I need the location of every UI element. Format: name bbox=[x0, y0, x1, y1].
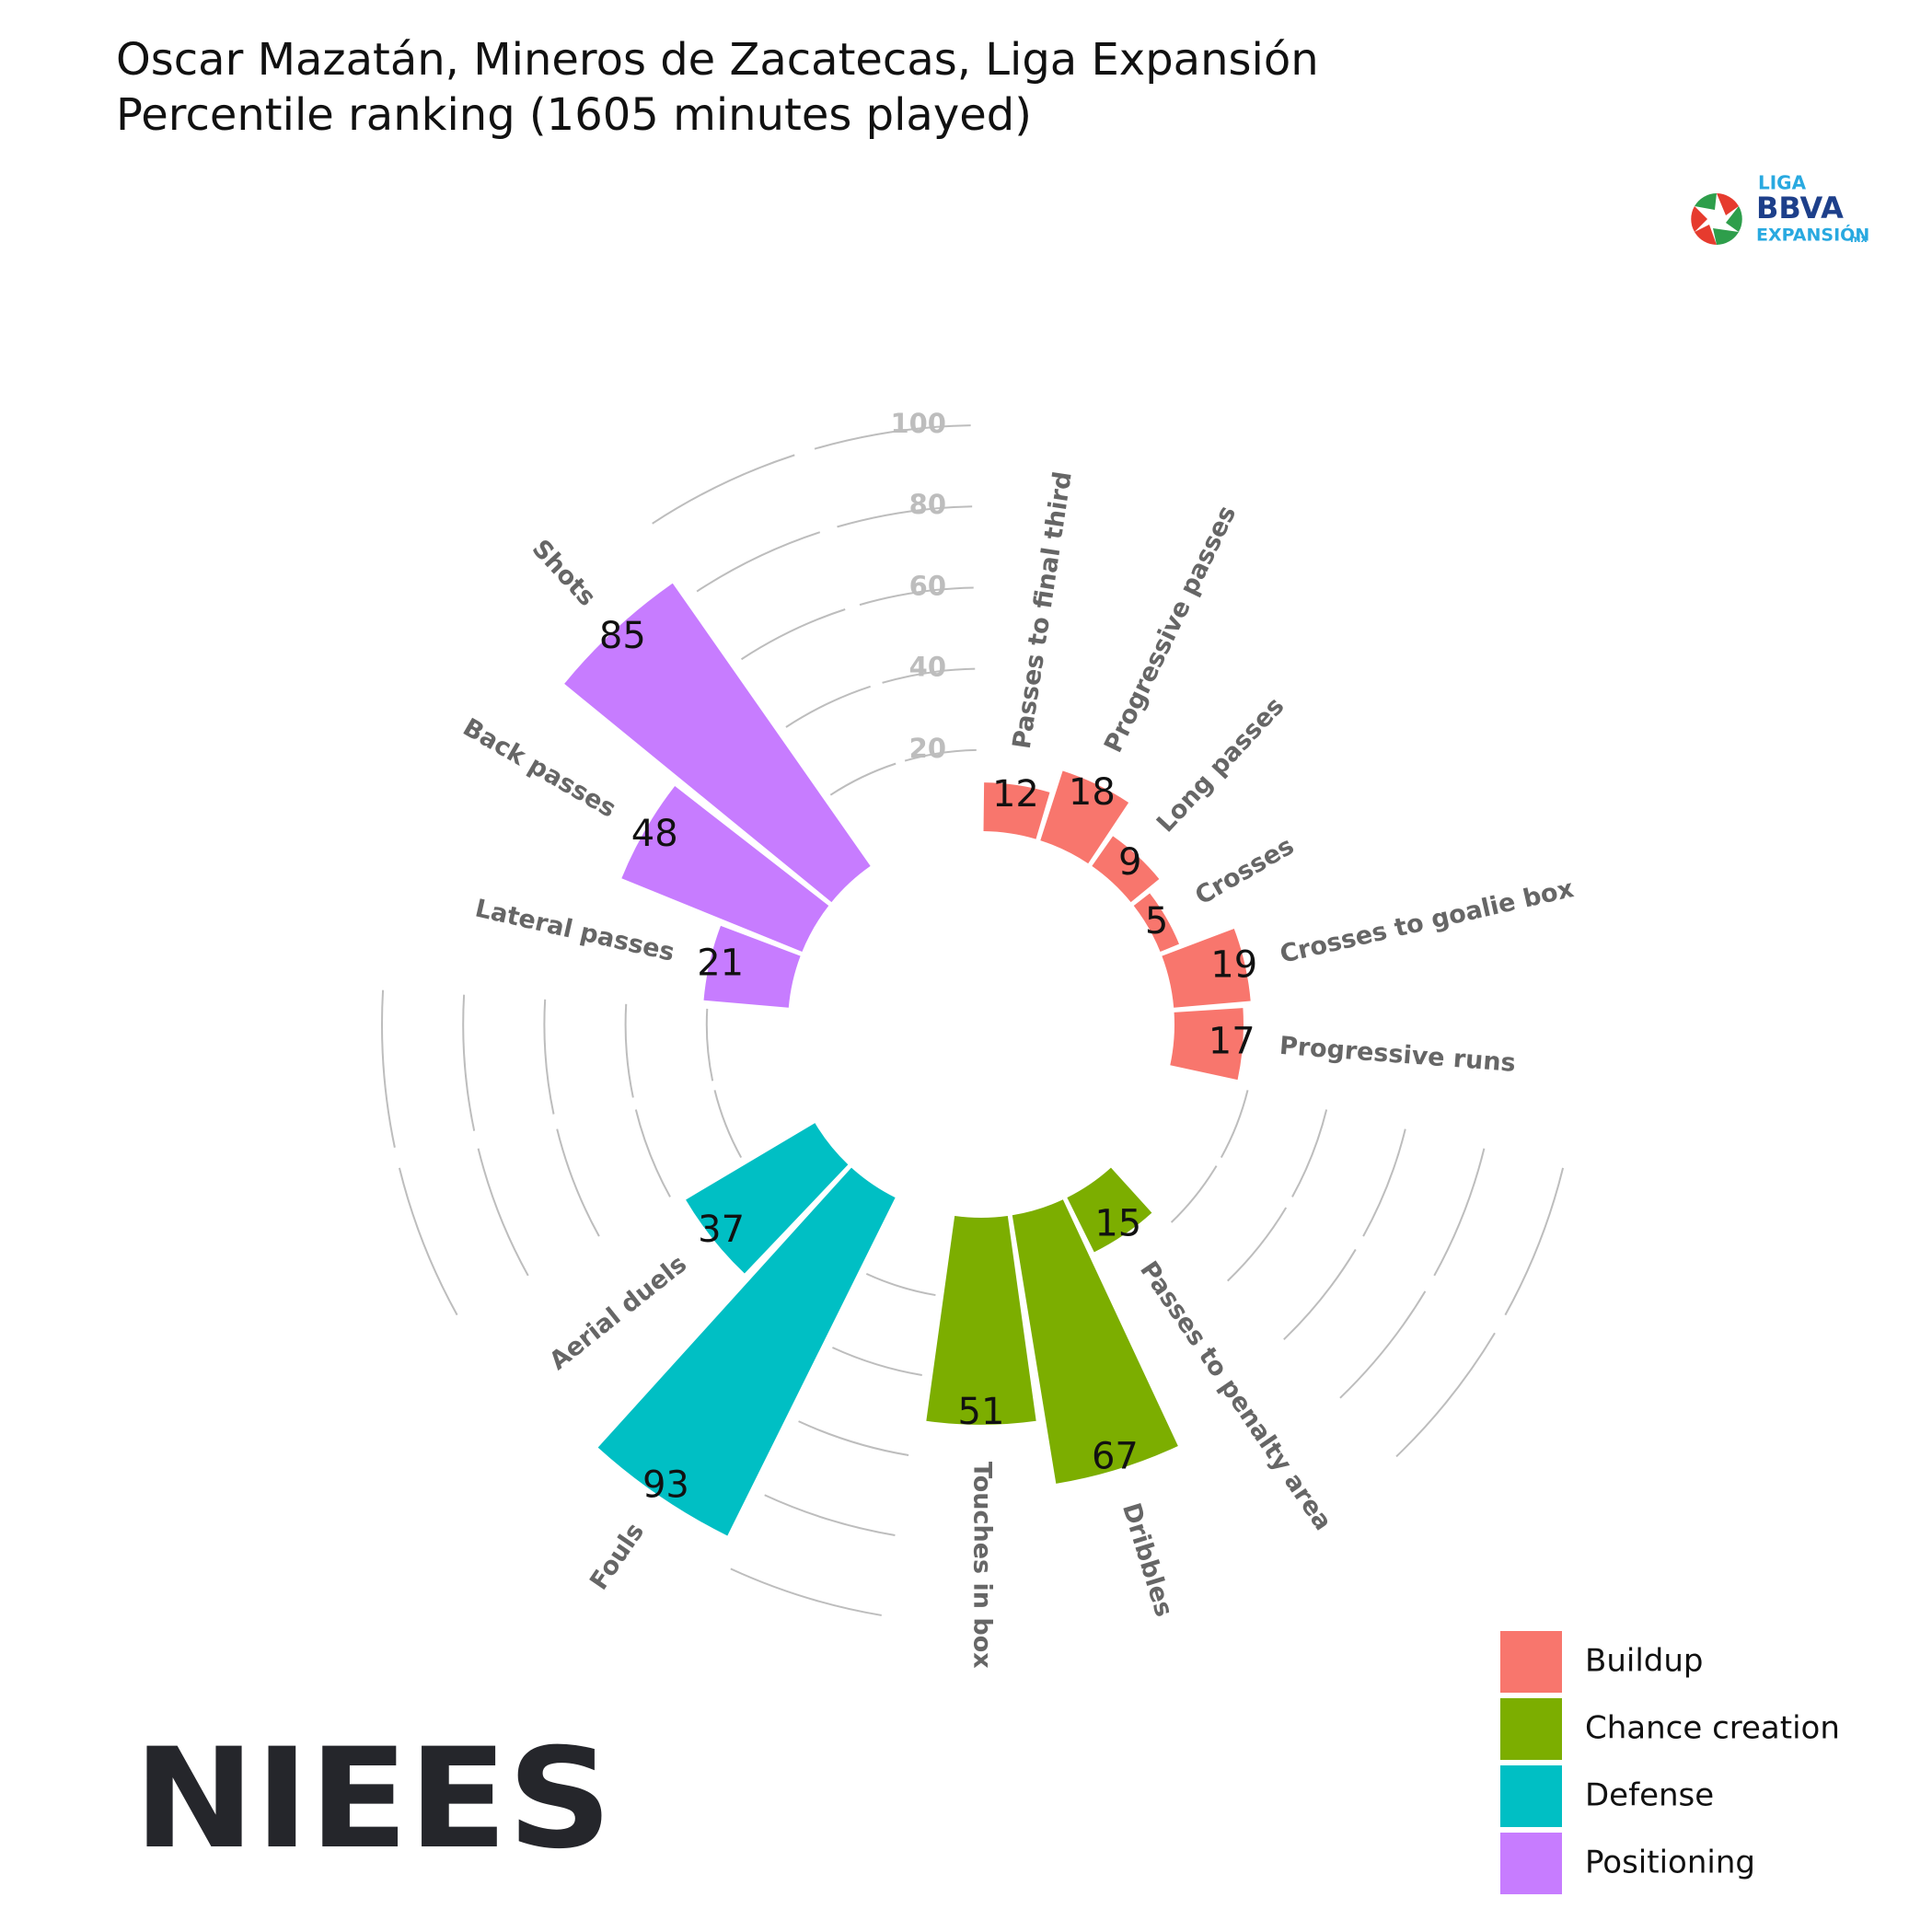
value-label: 67 bbox=[1092, 1436, 1139, 1478]
logo-text: BBVA bbox=[1756, 191, 1844, 226]
bar bbox=[1170, 1008, 1244, 1081]
r-tick-label: 100 bbox=[890, 408, 946, 439]
r-tick-label: 20 bbox=[909, 733, 946, 764]
grid-arc bbox=[624, 1003, 634, 1098]
bar bbox=[597, 1167, 896, 1536]
legend-swatch bbox=[1500, 1765, 1562, 1827]
grid-arc bbox=[634, 1109, 671, 1197]
grid-arc bbox=[1395, 1332, 1496, 1458]
bar bbox=[1040, 770, 1129, 864]
bar bbox=[1067, 1167, 1152, 1253]
grid-arc bbox=[740, 608, 846, 661]
grid-arc bbox=[696, 531, 821, 593]
grid-arc bbox=[1433, 1148, 1486, 1277]
value-label: 85 bbox=[599, 615, 646, 657]
value-label: 48 bbox=[631, 813, 678, 855]
r-tick-label: 40 bbox=[909, 652, 946, 683]
value-label: 18 bbox=[1069, 771, 1116, 814]
r-tick-label: 80 bbox=[909, 489, 946, 520]
grid-arc bbox=[398, 1167, 458, 1316]
grid-arc bbox=[798, 1420, 909, 1456]
value-label: 21 bbox=[697, 942, 744, 984]
value-label: 51 bbox=[958, 1391, 1005, 1433]
logo-text: LIGA bbox=[1758, 172, 1807, 194]
value-label: 17 bbox=[1209, 1020, 1255, 1062]
value-label: 93 bbox=[642, 1463, 689, 1506]
legend-swatch bbox=[1500, 1833, 1562, 1894]
legend-label: Chance creation bbox=[1585, 1710, 1840, 1747]
grid-arc bbox=[713, 1090, 743, 1159]
league-logo: LIGA BBVA EXPANSIÓN mx bbox=[1691, 172, 1869, 246]
grid-arc bbox=[785, 685, 871, 728]
grid-arc bbox=[837, 505, 973, 528]
grid-arc bbox=[730, 1568, 882, 1616]
bar bbox=[926, 1216, 1036, 1425]
value-label: 9 bbox=[1118, 841, 1141, 884]
value-label: 37 bbox=[698, 1209, 745, 1251]
bar bbox=[983, 782, 1050, 839]
grid-arc bbox=[1283, 1248, 1357, 1340]
grid-arc bbox=[1339, 1290, 1427, 1399]
logo-text: EXPANSIÓN bbox=[1756, 224, 1869, 246]
value-label: 5 bbox=[1145, 900, 1168, 943]
logo-swirl bbox=[1691, 193, 1742, 245]
value-label: 12 bbox=[992, 773, 1039, 816]
legend-swatch bbox=[1500, 1698, 1562, 1760]
grid-arc bbox=[462, 994, 476, 1131]
bar bbox=[1133, 893, 1179, 952]
grid-arc bbox=[556, 1128, 600, 1237]
bar bbox=[564, 583, 871, 903]
grid-arc bbox=[1291, 1109, 1328, 1197]
r-tick-label: 60 bbox=[909, 570, 946, 601]
grid-arc bbox=[832, 1347, 922, 1377]
grid-arc bbox=[882, 667, 976, 684]
chart-subtitle: Percentile ranking (1605 minutes played) bbox=[116, 89, 1032, 141]
logo-text: mx bbox=[1850, 233, 1868, 245]
grid-arc bbox=[1504, 1167, 1565, 1316]
bar bbox=[703, 925, 801, 1008]
bar bbox=[621, 786, 829, 952]
legend-label: Buildup bbox=[1585, 1643, 1703, 1680]
grid-arc bbox=[381, 989, 396, 1148]
grid-arc bbox=[859, 586, 974, 607]
legend-swatch bbox=[1500, 1631, 1562, 1693]
grid-arc bbox=[477, 1148, 529, 1277]
grid-arc bbox=[865, 1272, 936, 1297]
brand-logo: NIEES bbox=[133, 1719, 612, 1880]
grid-arc bbox=[705, 1008, 714, 1082]
value-label: 15 bbox=[1094, 1202, 1141, 1244]
grid-arc bbox=[1220, 1090, 1249, 1159]
bar bbox=[1092, 836, 1160, 903]
legend-label: Positioning bbox=[1585, 1845, 1755, 1881]
grid-arc bbox=[904, 748, 977, 762]
grid-arc bbox=[1362, 1128, 1406, 1237]
grid-arc bbox=[829, 762, 897, 796]
grid-arc bbox=[543, 999, 555, 1115]
category-label: Touches in box bbox=[968, 1462, 997, 1669]
value-label: 19 bbox=[1210, 943, 1257, 986]
grid-arc bbox=[764, 1494, 896, 1536]
bar bbox=[1162, 928, 1251, 1008]
legend-label: Defense bbox=[1585, 1777, 1714, 1814]
grid-arc bbox=[814, 424, 971, 450]
grid-arc bbox=[652, 454, 795, 525]
bar bbox=[1012, 1199, 1178, 1484]
grid-arc bbox=[1227, 1207, 1288, 1282]
grid-arc bbox=[1170, 1165, 1218, 1223]
chart-title: Oscar Mazatán, Mineros de Zacatecas, Lig… bbox=[116, 34, 1319, 86]
bar bbox=[686, 1123, 849, 1274]
